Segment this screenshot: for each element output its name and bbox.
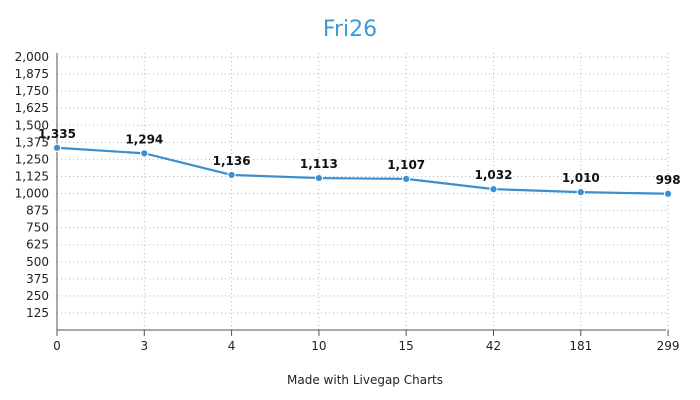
data-label: 1,294 (125, 132, 163, 146)
data-label: 1,107 (387, 158, 425, 172)
grid (57, 53, 669, 330)
x-tick-labels: 0 3 4 10 15 42 181 299 (53, 339, 679, 353)
x-tick-label: 181 (569, 339, 592, 353)
series-line (56, 146, 669, 195)
data-point (227, 170, 236, 180)
data-label: 1,010 (562, 171, 600, 185)
data-label: 1,136 (213, 154, 251, 168)
y-tick-labels: 125 250 375 500 625 750 875 1,000 1,125 1,250 1,37… (15, 50, 49, 320)
y-tick-label: 1,250 (15, 152, 49, 166)
axes (56, 53, 669, 336)
y-tick-label: 2,000 (15, 50, 49, 64)
y-tick-label: 250 (26, 289, 49, 303)
x-tick-label: 299 (657, 339, 680, 353)
x-tick-label: 4 (228, 339, 236, 353)
chart-title: Fri26 (323, 17, 377, 42)
y-tick-label: 500 (26, 255, 49, 269)
data-label: 1,335 (38, 127, 76, 141)
chart-credit: Made with Livegap Charts (287, 373, 443, 387)
x-tick-label: 15 (399, 339, 414, 353)
data-point (664, 189, 673, 198)
y-tick-label: 375 (26, 272, 49, 286)
data-point (314, 173, 323, 183)
y-tick-label: 1,875 (15, 67, 49, 81)
x-tick-label: 42 (486, 339, 501, 353)
x-tick-label: 3 (140, 339, 148, 353)
series (52, 143, 673, 198)
y-tick-label: 1,125 (15, 169, 49, 183)
y-tick-label: 1,750 (15, 84, 49, 98)
data-point (576, 188, 585, 197)
y-tick-label: 875 (26, 204, 49, 218)
data-point (140, 149, 149, 158)
data-labels: 1,335 1,294 1,136 1,113 1,107 1,032 1,010 998 (38, 127, 681, 187)
y-tick-label: 1,500 (15, 118, 49, 132)
data-point (52, 143, 62, 152)
y-tick-label: 1,000 (15, 187, 49, 201)
y-tick-label: 750 (26, 221, 49, 235)
y-tick-label: 625 (26, 238, 49, 252)
y-tick-label: 1,625 (15, 101, 49, 115)
x-tick-label: 10 (311, 339, 326, 353)
data-label: 1,113 (300, 157, 338, 171)
y-tick-label: 1,375 (15, 135, 49, 149)
x-tick-label: 0 (53, 339, 61, 353)
data-point (402, 174, 411, 183)
data-point (489, 185, 498, 194)
y-tick-label: 125 (26, 306, 49, 320)
data-label: 1,032 (475, 168, 513, 182)
data-label: 998 (656, 173, 681, 187)
